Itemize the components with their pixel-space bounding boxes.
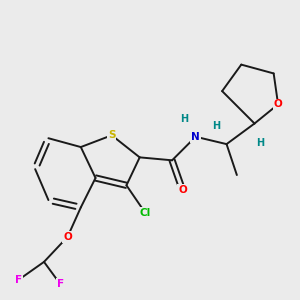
Text: Cl: Cl [140, 208, 151, 218]
Text: H: H [212, 122, 220, 131]
Text: F: F [15, 274, 22, 285]
Text: S: S [108, 130, 116, 140]
Text: N: N [191, 132, 200, 142]
Text: H: H [256, 138, 265, 148]
Text: O: O [63, 232, 72, 242]
Text: F: F [57, 279, 64, 289]
Text: O: O [274, 99, 283, 110]
Text: H: H [180, 114, 188, 124]
Text: O: O [178, 185, 187, 195]
